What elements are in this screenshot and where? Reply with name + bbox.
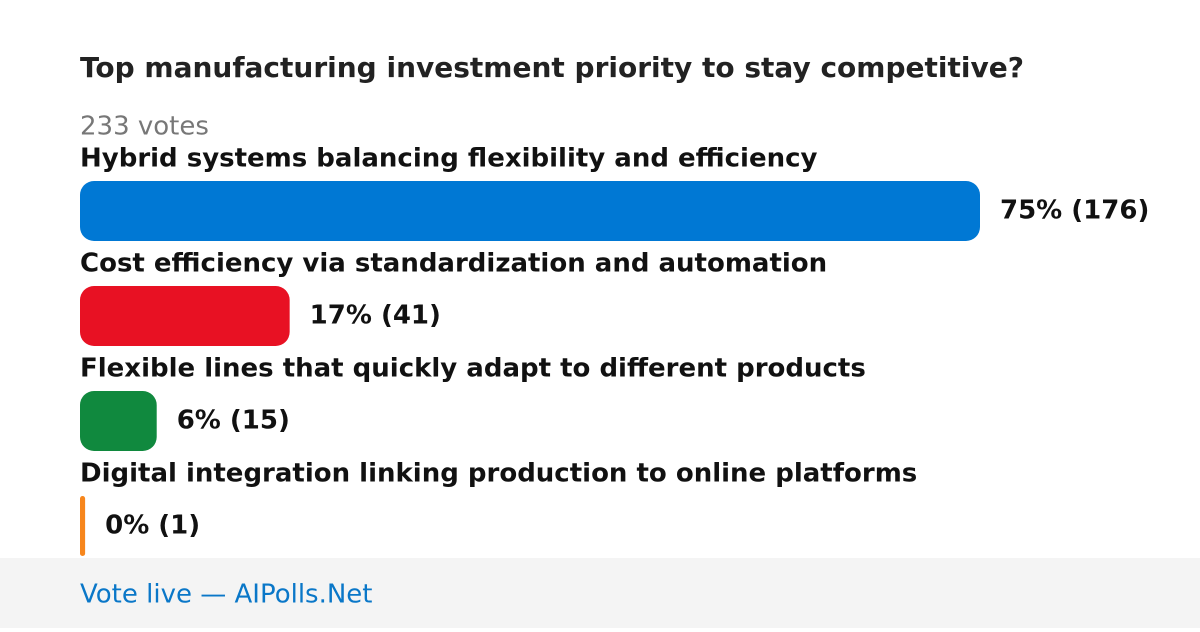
- footer-link[interactable]: Vote live — AIPolls.Net: [80, 580, 373, 610]
- option-label: Cost efficiency via standardization and …: [80, 249, 827, 279]
- bar: [80, 286, 290, 346]
- vote-count: 233 votes: [80, 112, 209, 142]
- value-label: 0% (1): [105, 511, 200, 541]
- footer: [0, 558, 1200, 628]
- value-label: 75% (176): [1000, 196, 1149, 226]
- bar: [80, 181, 980, 241]
- value-label: 17% (41): [310, 301, 441, 331]
- value-label: 6% (15): [177, 406, 290, 436]
- option-label: Digital integration linking production t…: [80, 459, 917, 489]
- bar: [80, 496, 86, 556]
- option-label: Hybrid systems balancing flexibility and…: [80, 144, 818, 174]
- poll-title: Top manufacturing investment priority to…: [80, 51, 1024, 84]
- option-label: Flexible lines that quickly adapt to dif…: [80, 354, 866, 384]
- bar: [80, 391, 157, 451]
